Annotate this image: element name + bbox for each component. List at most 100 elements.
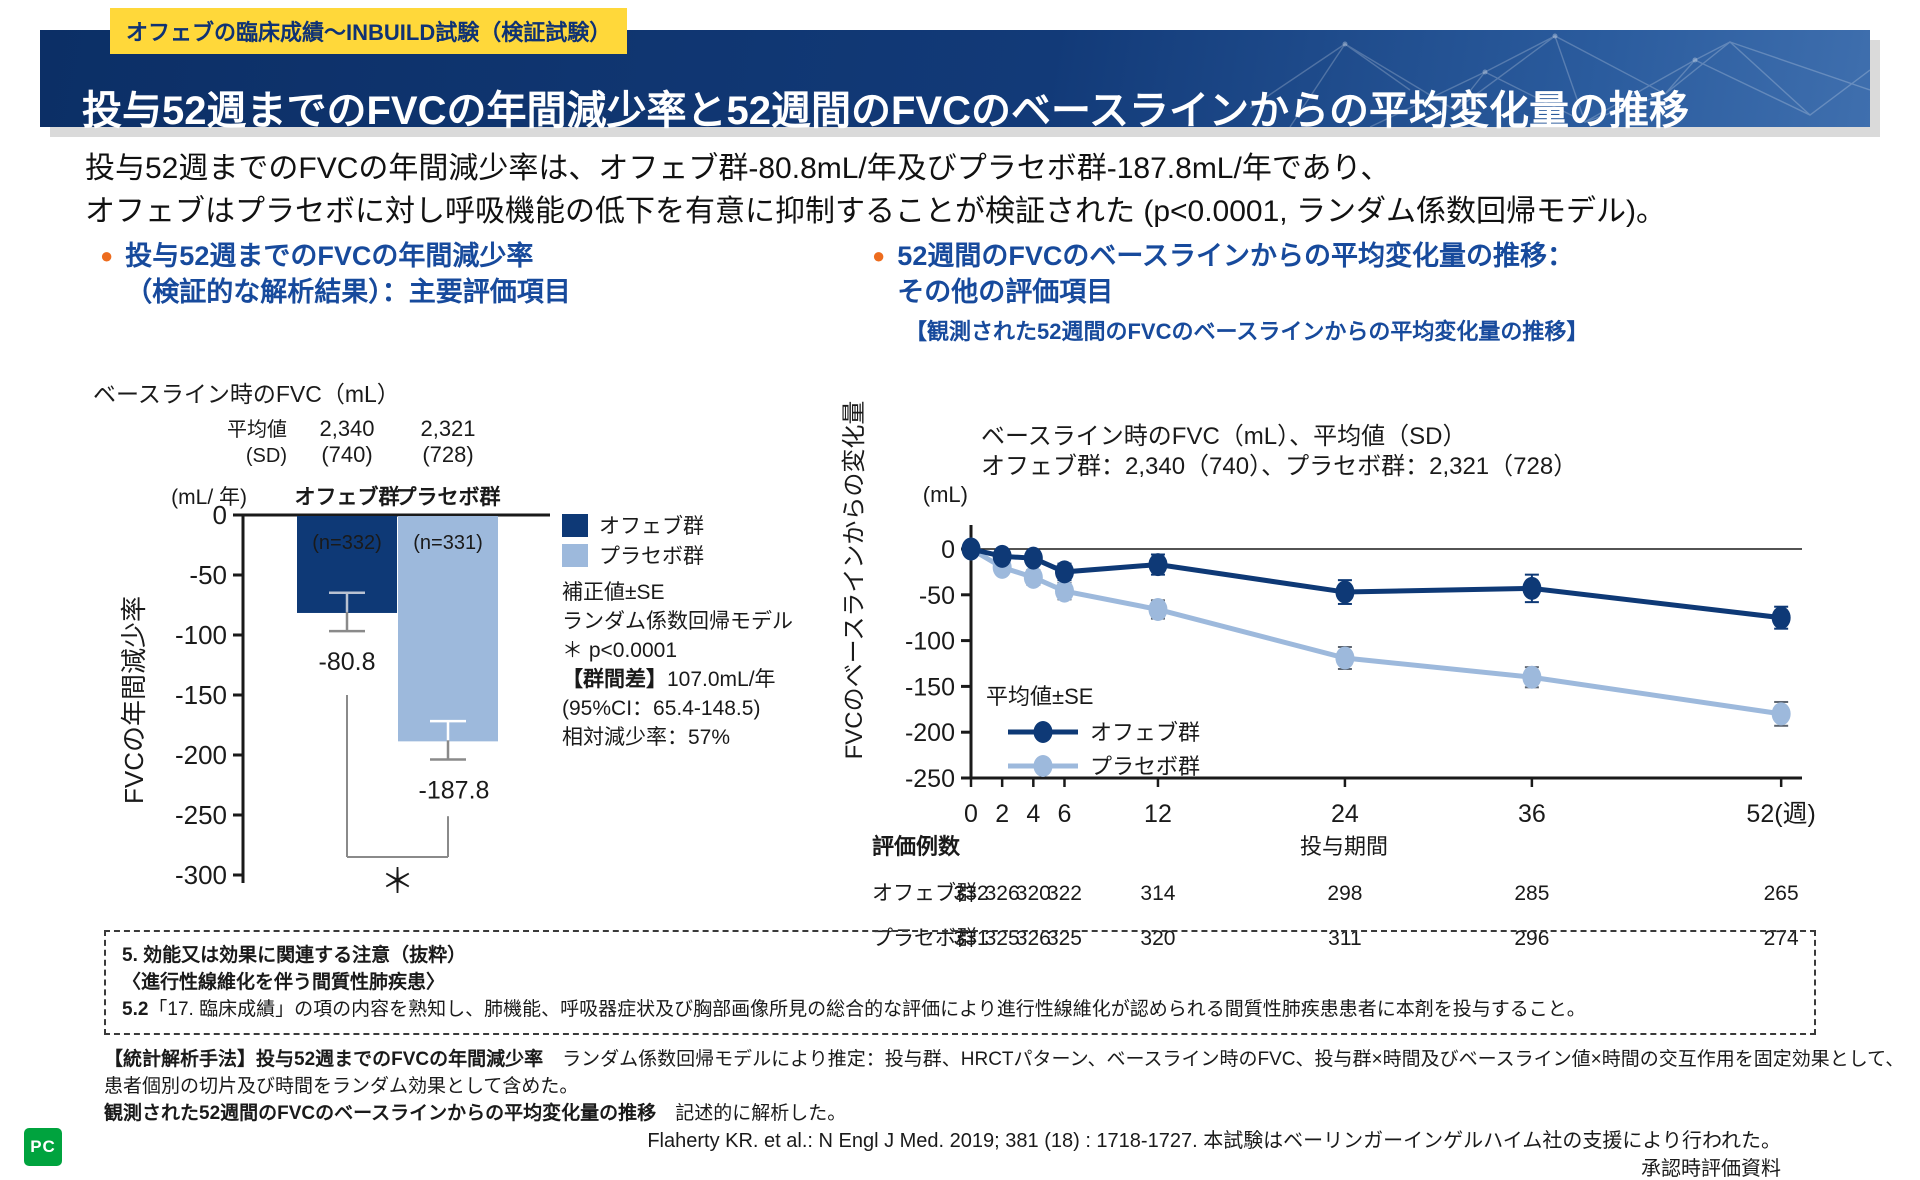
y-tick-label: -150 [175, 680, 227, 710]
banner-mesh-decoration [1250, 33, 1870, 127]
y-tick-label: -150 [905, 673, 955, 701]
y-tick-label: 0 [213, 500, 227, 530]
legend-marker-dot [1033, 721, 1053, 743]
annotation-line: ＊ p<0.0001 [562, 639, 678, 662]
counts-value: 314 [1140, 882, 1175, 905]
placebo-color-swatch [562, 543, 588, 567]
counts-value: 332 [953, 882, 988, 905]
approval-source-text: 承認時評価資料 [1641, 1158, 1781, 1180]
data-point [1335, 646, 1355, 670]
counts-row-label: オフェブ群 [872, 882, 977, 905]
counts-value: 296 [1514, 927, 1549, 950]
data-point [1522, 576, 1542, 600]
counts-value: 326 [1016, 927, 1051, 950]
ofev-color-swatch [562, 513, 588, 537]
right-section-subheading: 【観測された52週間のFVCのベースラインからの平均変化量の推移】 [905, 319, 1589, 344]
fvc-annual-decline-bar-chart: ベースライン時のFVC（mL） 平均値 (SD) 2,340(740) 2,321(72… [93, 381, 550, 901]
data-point [1771, 606, 1791, 630]
counts-value: 331 [953, 927, 988, 950]
methods-line-3: 観測された52週間のFVCのベースラインからの平均変化量の推移 記述的に解析した… [104, 1103, 847, 1124]
counts-value: 320 [1140, 927, 1175, 950]
category-label: オフェブ群 [295, 485, 400, 509]
significance-asterisk: ＊ [381, 863, 415, 901]
counts-row-label: プラセボ群 [872, 927, 977, 950]
orange-bullet-icon: ● [100, 243, 114, 268]
x-tick-label: 36 [1518, 800, 1546, 828]
annotation-line: ランダム係数回帰モデル [562, 610, 793, 633]
fvc-change-line-chart: ベースライン時のFVC（mL）、平均値（SD） オフェブ群：2,340（740）、… [841, 401, 1816, 950]
y-unit-label: (mL) [923, 482, 968, 507]
baseline-sd-value: (740) [321, 442, 372, 467]
sd-row-label: (SD) [246, 445, 287, 467]
counts-value: 265 [1764, 882, 1799, 905]
x-tick-label: 52(週) [1746, 800, 1815, 828]
methods-line-2: 患者個別の切片及び時間をランダム効果として含めた。 [104, 1076, 579, 1097]
lead-line-2: オフェブはプラセボに対し呼吸機能の低下を有意に抑制することが検証された (p<0… [85, 195, 1666, 228]
bar-chart-annotation: 補正値±SE ランダム係数回帰モデル ＊ p<0.0001 【群間差】107.0… [562, 578, 793, 752]
line-series [970, 546, 1782, 621]
y-tick-label: -250 [175, 800, 227, 830]
baseline-mean-value: 2,321 [420, 416, 475, 441]
legend-label: オフェブ群 [1090, 720, 1200, 745]
data-point [1148, 597, 1168, 621]
legend-label: プラセボ群 [599, 545, 704, 568]
counts-value: 274 [1764, 927, 1799, 950]
bar-chart-baseline-title: ベースライン時のFVC（mL） [93, 381, 400, 407]
data-point [961, 537, 981, 561]
bar-n-label: (n=332) [312, 532, 382, 554]
statistical-methods-text: 【統計解析手法】投与52週までのFVCの年間減少率 ランダム係数回帰モデルにより… [104, 1046, 1904, 1127]
data-point [1023, 565, 1043, 589]
line-chart-title-2: オフェブ群：2,340（740）、プラセボ群：2,321（728） [981, 453, 1577, 480]
lead-line-1: 投与52週までのFVCの年間減少率は、オフェブ群-80.8mL/年及びプラセボ群… [85, 152, 1391, 185]
orange-bullet-icon: ● [872, 243, 886, 268]
data-point [1771, 702, 1791, 726]
annotation-line: 補正値±SE [562, 581, 665, 604]
note-line-2: 〈進行性線維化を伴う間質性肺疾患〉 [122, 972, 446, 993]
baseline-sd-value: (728) [422, 442, 473, 467]
baseline-mean-value: 2,340 [319, 416, 374, 441]
y-tick-label: 0 [941, 536, 955, 564]
y-tick-label: -200 [905, 719, 955, 747]
note-line-1: 5. 効能又は効果に関連する注意（抜粋） [122, 945, 467, 966]
counts-value: 325 [1047, 927, 1082, 950]
counts-value: 285 [1514, 882, 1549, 905]
y-tick-label: -50 [919, 582, 955, 610]
counts-header: 評価例数 [872, 834, 961, 859]
legend-marker-dot [1033, 755, 1053, 777]
y-tick-label: -50 [189, 560, 227, 590]
annotation-line: 【群間差】107.0mL/年 [562, 668, 776, 691]
bar-n-label: (n=331) [413, 532, 483, 554]
counts-value: 298 [1327, 882, 1362, 905]
y-axis-title: FVCのベースラインからの変化量 [841, 401, 868, 760]
data-point [1148, 553, 1168, 577]
x-tick-label: 0 [964, 800, 978, 828]
annotation-line: 相対減少率：57% [562, 726, 731, 749]
y-tick-label: -300 [175, 860, 227, 890]
y-unit-label: (mL/ 年) [171, 486, 247, 509]
category-label: プラセボ群 [396, 485, 501, 509]
title-banner: 投与52週までのFVCの年間減少率と52週間のFVCのベースラインからの平均変化… [40, 30, 1870, 133]
page-title: 投与52週までのFVCの年間減少率と52週間のFVCのベースラインからの平均変化… [82, 89, 1689, 133]
counts-value: 326 [985, 882, 1020, 905]
data-point [1054, 560, 1074, 584]
lead-text: 投与52週までのFVCの年間減少率は、オフェブ群-80.8mL/年及びプラセボ群… [85, 147, 1666, 233]
pc-logo: PC [24, 1128, 62, 1166]
counts-value: 311 [1328, 927, 1361, 950]
counts-value: 320 [1016, 882, 1051, 905]
data-point [1335, 580, 1355, 604]
bar-placebo-group [398, 516, 498, 742]
counts-value: 322 [1047, 882, 1082, 905]
legend-label: オフェブ群 [599, 515, 704, 538]
bar-chart-legend: オフェブ群 プラセボ群 [562, 510, 704, 570]
line-chart-title-1: ベースライン時のFVC（mL）、平均値（SD） [981, 423, 1466, 450]
annotation-line: (95%CI：65.4-148.5) [562, 697, 761, 720]
methods-line-1: 【統計解析手法】投与52週までのFVCの年間減少率 ランダム係数回帰モデルにより… [104, 1049, 1905, 1070]
y-axis-title: FVCの年間減少率 [119, 596, 149, 804]
data-point [992, 544, 1012, 568]
counts-value: 325 [985, 927, 1020, 950]
precaution-note-box: 5. 効能又は効果に関連する注意（抜粋） 〈進行性線維化を伴う間質性肺疾患〉 5… [104, 930, 1816, 1035]
right-section-heading: ● 52週間のFVCのベースラインからの平均変化量の推移： その他の評価項目 [872, 238, 1574, 310]
left-section-heading-text: 投与52週までのFVCの年間減少率 （検証的な解析結果）：主要評価項目 [125, 241, 571, 307]
x-tick-label: 4 [1026, 800, 1040, 828]
